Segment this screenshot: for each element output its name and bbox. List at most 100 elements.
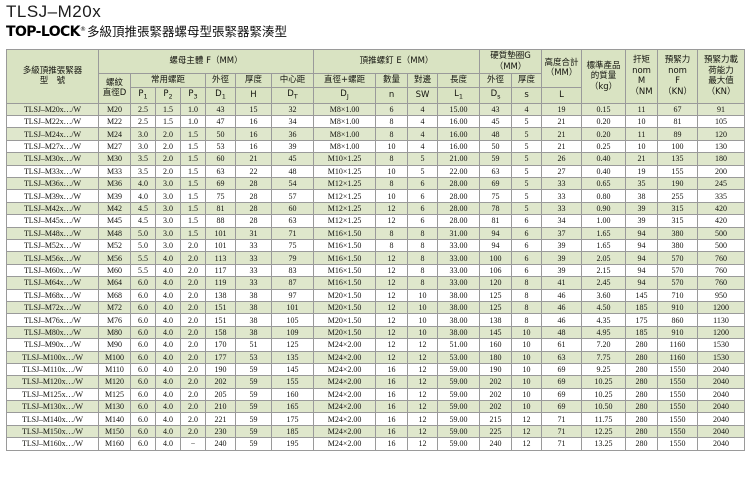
cell-h: 38: [235, 288, 272, 302]
header-mass: 標準產品 的質量 （kg）: [581, 49, 627, 104]
cell-ds: 125: [479, 288, 513, 302]
cell-d1: 113: [205, 251, 236, 265]
cell-d1: 75: [205, 189, 236, 203]
registered-trademark-icon: ®: [79, 26, 86, 33]
cell-d: M24: [98, 127, 131, 141]
cell-d1: 151: [205, 313, 236, 327]
cell-n: 16: [375, 400, 409, 414]
cell-l1: 21.00: [437, 152, 481, 166]
cell-dt: 135: [270, 350, 315, 364]
cell-d: M100: [98, 350, 131, 364]
specification-table: 多級頂推張緊器 型 號 螺母主體 F（MM） 頂推螺釘 E（MM） 硬質墊圈G …: [6, 49, 746, 451]
cell-s: 6: [511, 226, 543, 241]
cell-preload-max: 1530: [697, 350, 746, 364]
cell-d1: 63: [205, 164, 236, 179]
cell-h: 59: [235, 412, 272, 426]
cell-l: 39: [541, 251, 583, 265]
cell-s: 10: [511, 362, 543, 377]
cell-p3: 2.0: [180, 350, 206, 364]
cell-l: 71: [541, 437, 583, 451]
cell-dt: 101: [270, 300, 315, 315]
cell-sw: 12: [407, 424, 439, 439]
cell-preload-max: 130: [697, 139, 746, 154]
cell-mass: 11.75: [581, 412, 627, 426]
table-body: TLSJ–M20x…/W M20 2.5 1.5 1.0 43 15 32 M8×1.00 6 4 1…: [6, 102, 746, 451]
cell-l: 46: [541, 313, 583, 327]
cell-d1: 50: [205, 127, 236, 141]
cell-n: 12: [375, 350, 409, 364]
cell-p3: 2.0: [180, 251, 206, 265]
cell-mass: 4.95: [581, 325, 627, 340]
table-row: TLSJ–M76x…/W M76 6.0 4.0 2.0 151 38 105 M20×1.50…: [6, 313, 746, 327]
cell-ds: 100: [479, 251, 513, 265]
cell-n: 16: [375, 412, 409, 426]
cell-ds: 50: [479, 139, 513, 154]
cell-p3: −: [180, 437, 206, 451]
cell-s: 6: [511, 251, 543, 265]
cell-l1: 38.00: [437, 288, 481, 302]
cell-ds: 94: [479, 238, 513, 253]
cell-p3: 1.5: [180, 201, 206, 216]
cell-sw: 6: [407, 214, 439, 228]
cell-torque: 145: [625, 288, 659, 302]
cell-l1: 33.00: [437, 263, 481, 278]
cell-torque: 35: [625, 177, 659, 191]
cell-h: 21: [235, 152, 272, 166]
cell-d: M39: [98, 189, 131, 203]
cell-n: 10: [375, 164, 409, 179]
cell-dt: 125: [270, 338, 315, 352]
cell-p2: 3.0: [155, 226, 181, 241]
cell-l: 46: [541, 300, 583, 315]
cell-l: 71: [541, 424, 583, 439]
cell-dj: M16×1.50: [313, 263, 377, 278]
cell-dj: M20×1.50: [313, 313, 377, 327]
table-row: TLSJ–M48x…/W M48 5.0 3.0 1.5 101 31 71 M16×1.50 8…: [6, 226, 746, 241]
header-common-pitch: 常用螺距: [130, 73, 206, 88]
cell-d: M30: [98, 152, 131, 166]
brand-logo: TOP-LOCK: [6, 23, 81, 41]
cell-preload: 135: [657, 152, 699, 166]
header-outer-diameter-nut: 外徑: [205, 73, 236, 88]
cell-s: 4: [511, 102, 543, 117]
cell-d: M36: [98, 177, 131, 191]
cell-p2: 4.0: [155, 338, 181, 352]
cell-model: TLSJ–M80x…/W: [6, 325, 99, 340]
cell-dj: M24×2.00: [313, 400, 377, 414]
cell-h: 59: [235, 387, 272, 402]
table-row: TLSJ–M110x…/W M110 6.0 4.0 2.0 190 59 145 M24×2.…: [6, 362, 746, 377]
cell-preload: 1550: [657, 375, 699, 389]
cell-dt: 32: [270, 102, 315, 117]
cell-n: 8: [375, 152, 409, 166]
cell-ds: 160: [479, 338, 513, 352]
cell-dt: 185: [270, 424, 315, 439]
header-thickness-washer: 厚度: [511, 73, 543, 88]
cell-p3: 1.0: [180, 102, 206, 117]
cell-p1: 6.0: [130, 325, 156, 340]
cell-p2: 2.0: [155, 164, 181, 179]
cell-l1: 33.00: [437, 238, 481, 253]
cell-preload-max: 950: [697, 288, 746, 302]
cell-l: 33: [541, 201, 583, 216]
cell-torque: 39: [625, 214, 659, 228]
cell-d: M160: [98, 437, 131, 451]
cell-p2: 3.0: [155, 201, 181, 216]
cell-n: 8: [375, 127, 409, 141]
cell-p2: 4.0: [155, 313, 181, 327]
cell-ds: 75: [479, 189, 513, 203]
header-outer-diameter-washer: 外徑: [479, 73, 513, 88]
cell-l1: 33.00: [437, 276, 481, 290]
cell-dj: M24×2.00: [313, 424, 377, 439]
cell-sw: 6: [407, 201, 439, 216]
cell-d: M150: [98, 424, 131, 439]
cell-ds: 63: [479, 164, 513, 179]
cell-d: M76: [98, 313, 131, 327]
cell-n: 12: [375, 214, 409, 228]
cell-model: TLSJ–M27x…/W: [6, 139, 99, 154]
cell-n: 16: [375, 437, 409, 451]
cell-ds: 190: [479, 362, 513, 377]
cell-preload-max: 2040: [697, 375, 746, 389]
cell-sw: 8: [407, 276, 439, 290]
cell-preload-max: 120: [697, 127, 746, 141]
cell-l1: 28.00: [437, 177, 481, 191]
header-preload: 預緊力 nom F （KN）: [657, 49, 699, 104]
